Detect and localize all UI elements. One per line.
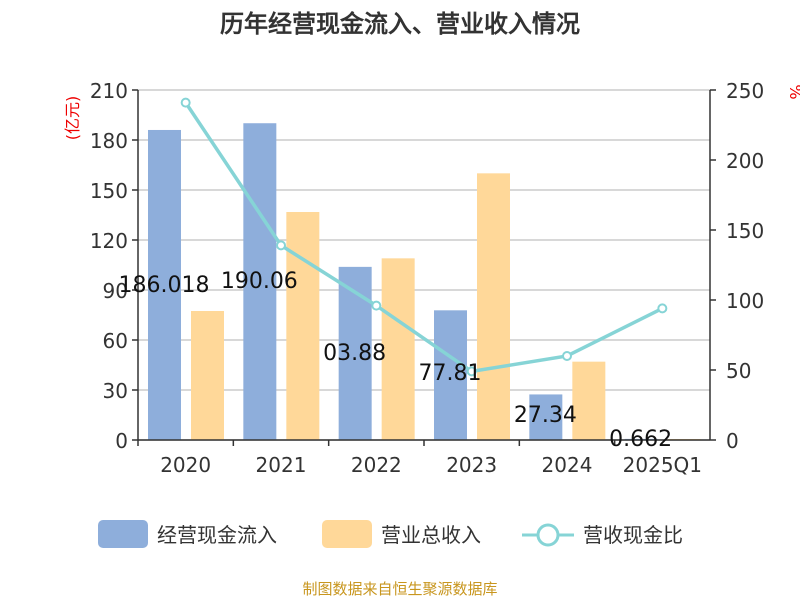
legend-label-cash-inflow: 经营现金流入 (157, 523, 277, 547)
ratio-point (466, 366, 477, 377)
cash-inflow-bar (243, 123, 277, 440)
ratio-line (184, 101, 664, 374)
revenue-bar (477, 173, 510, 441)
right-tick-label: 200 (726, 149, 764, 173)
legend-marker-ratio (536, 523, 560, 547)
chart-title: 历年经营现金流入、营业收入情况 (220, 10, 580, 38)
right-axis-label: % (786, 84, 800, 99)
ratio-point (180, 97, 191, 108)
ratio-point (371, 300, 382, 311)
x-tick-label: 2025Q1 (623, 453, 702, 477)
legend: 经营现金流入 营业总收入 营收现金比 (98, 520, 683, 548)
ratio-point (276, 240, 286, 251)
cash-inflow-bar (338, 266, 372, 440)
x-tick-label: 2022 (351, 453, 402, 477)
source-note: 制图数据来自恒生聚源数据库 (302, 580, 497, 598)
revenue-bar (286, 212, 320, 440)
left-tick-label: 120 (90, 229, 128, 253)
revenue-bar (572, 361, 606, 440)
cash-inflow-bar (148, 129, 181, 440)
cash-inflow-data-label: 03.88 (323, 341, 386, 366)
ratio-point (562, 351, 572, 361)
cash-inflow-data-label: 77.81 (419, 361, 482, 386)
right-tick-label: 100 (726, 289, 764, 313)
right-tick-label: 250 (726, 79, 764, 103)
left-tick-label: 90 (103, 279, 128, 303)
left-tick-label: 0 (115, 429, 128, 453)
ratio-point (657, 303, 668, 314)
right-tick-label: 50 (726, 359, 751, 383)
right-tick-label: 150 (726, 219, 764, 243)
legend-swatch-cash-inflow (98, 520, 148, 548)
right-tick-label: 0 (726, 429, 739, 453)
x-tick-label: 2020 (160, 453, 211, 477)
cash-inflow-bar (434, 310, 467, 440)
left-tick-label: 150 (90, 179, 128, 203)
legend-label-revenue: 营业总收入 (381, 523, 481, 547)
legend-label-ratio: 营收现金比 (583, 523, 683, 547)
cash-inflow-data-label: 0.662 (609, 427, 672, 452)
cash-inflow-data-label: 190.06 (221, 269, 298, 294)
x-tick-label: 2024 (542, 453, 593, 477)
left-tick-label: 210 (90, 79, 128, 103)
cash-inflow-data-label: 186.018 (119, 273, 210, 298)
x-tick-label: 2023 (446, 453, 497, 477)
left-axis-label: (亿元) (63, 96, 82, 141)
revenue-bar (381, 258, 415, 440)
left-tick-label: 60 (103, 329, 128, 353)
legend-swatch-revenue (322, 520, 372, 548)
left-tick-label: 180 (90, 129, 128, 153)
revenue-bar (191, 311, 224, 440)
x-tick-label: 2021 (256, 453, 307, 477)
left-tick-label: 30 (103, 379, 128, 403)
cash-inflow-data-label: 27.34 (514, 403, 577, 428)
cash-inflow-bar (529, 394, 563, 440)
